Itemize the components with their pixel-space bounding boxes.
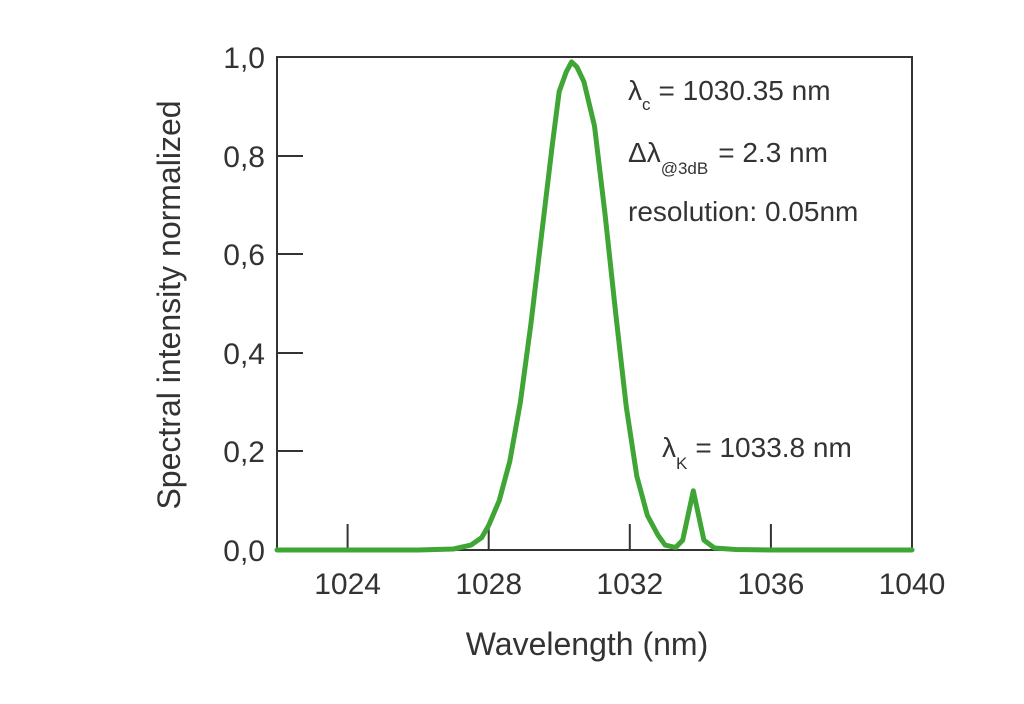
y-tick-label: 0,2 — [223, 436, 265, 469]
center-wavelength-annotation: λc = 1030.35 nm — [628, 75, 831, 114]
side-value: = 1033.8 nm — [695, 432, 851, 463]
y-tick-label: 0,6 — [223, 239, 265, 272]
center-symbol: λ — [628, 75, 642, 106]
center-subscript: c — [642, 95, 651, 114]
side-peak-annotation: λK = 1033.8 nm — [662, 432, 852, 473]
y-tick-label: 0,4 — [223, 338, 265, 371]
series-line — [274, 59, 915, 553]
y-tick-label: 0,0 — [223, 535, 265, 568]
width-subscript: @3dB — [661, 159, 709, 178]
y-tick-label: 0,8 — [223, 141, 265, 174]
x-axis-title: Wavelength (nm) — [466, 626, 708, 662]
center-value: = 1030.35 nm — [659, 75, 831, 106]
x-tick-label: 1036 — [738, 568, 805, 601]
side-subscript: K — [676, 454, 688, 473]
annotations: λc = 1030.35 nm Δλ@3dB= 2.3 nm resolution… — [628, 75, 858, 473]
width-value: = 2.3 nm — [718, 137, 828, 168]
x-axis: 1024 1028 1032 1036 1040 — [314, 524, 945, 601]
y-axis-title: Spectral intensity normalized — [151, 100, 187, 509]
x-tick-label: 1024 — [314, 568, 381, 601]
bandwidth-annotation: Δλ@3dB = 2.3 nm — [628, 137, 828, 178]
x-tick-label: 1032 — [596, 568, 663, 601]
plot-area — [276, 56, 913, 551]
y-axis: 0,0 0,2 0,4 0,6 0,8 1,0 — [223, 42, 303, 568]
y-tick-label: 1,0 — [223, 42, 265, 75]
x-tick-label: 1040 — [879, 568, 946, 601]
side-symbol: λ — [662, 432, 676, 463]
resolution-annotation: resolution: 0.05nm — [628, 196, 858, 227]
width-symbol: Δλ — [628, 137, 661, 168]
x-tick-label: 1028 — [455, 568, 522, 601]
